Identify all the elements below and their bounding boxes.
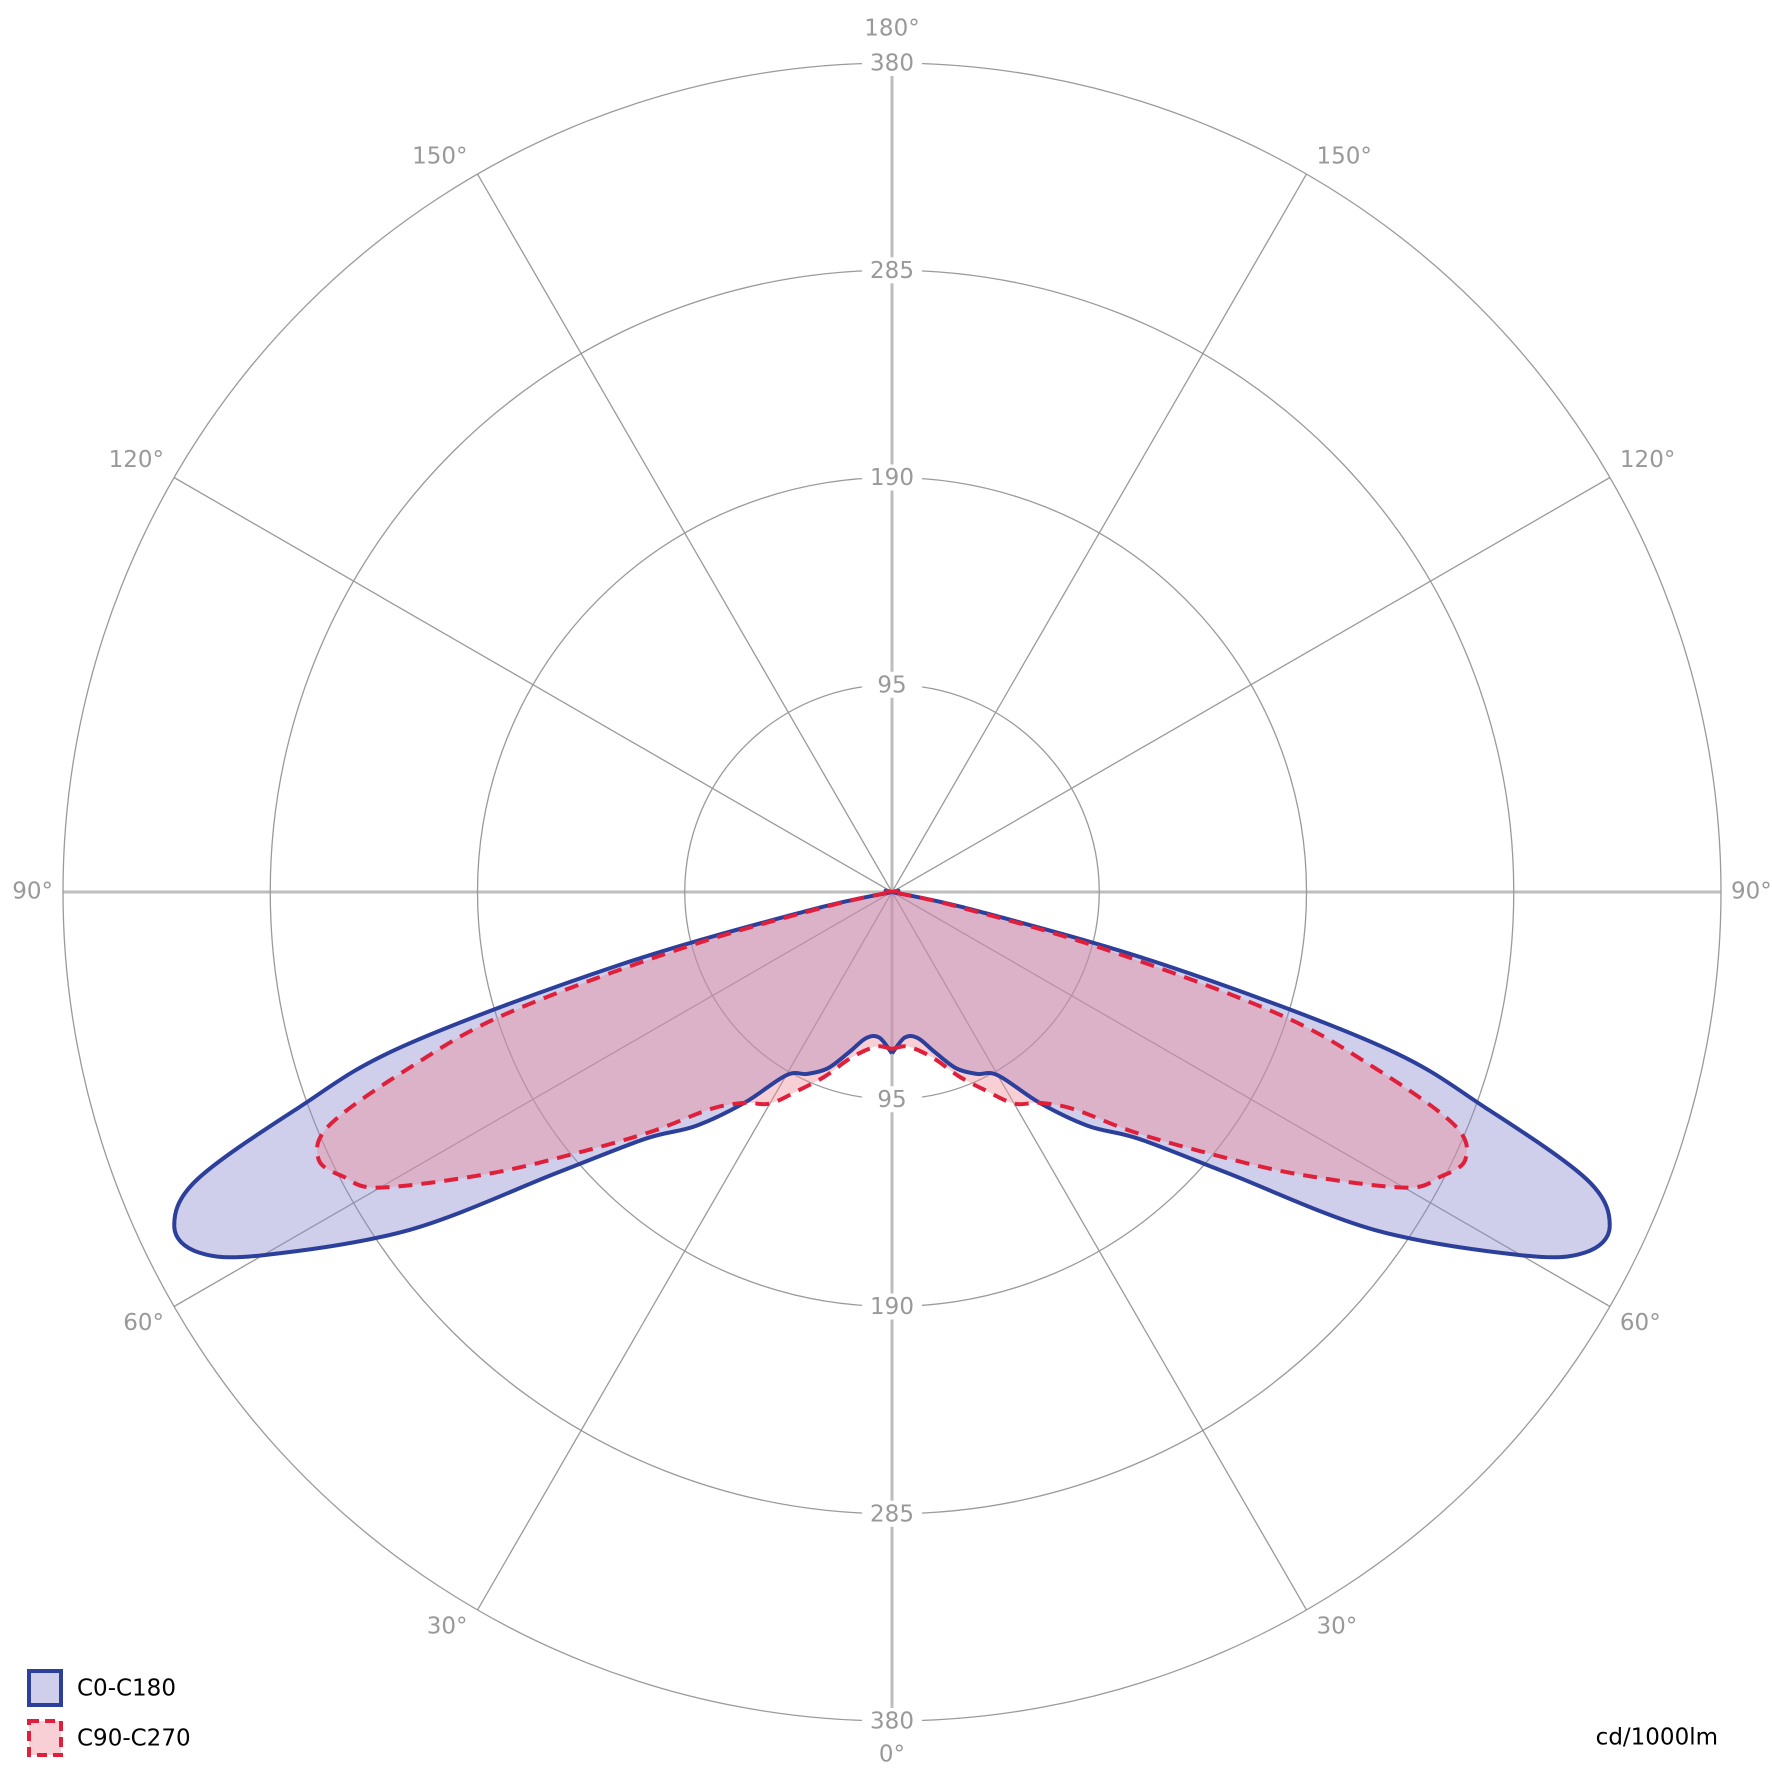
series-area (885, 890, 1610, 1258)
legend-swatch (27, 1669, 63, 1707)
series-area (887, 890, 1467, 1188)
angle-tick-label: 150° (1317, 144, 1372, 170)
r-tick-bg (862, 1708, 922, 1734)
angle-tick-label: 0° (879, 1742, 905, 1768)
r-tick-label: 285 (870, 258, 914, 284)
series-line (315, 888, 899, 1190)
r-tick-bg (862, 1293, 922, 1320)
r-tick-label: 380 (870, 51, 914, 77)
r-tick-bg (862, 1500, 922, 1527)
r-tick-label: 285 (870, 1501, 914, 1527)
angle-tick-label: 150° (412, 144, 467, 170)
r-tick-label: 380 (870, 1709, 914, 1735)
angle-tick-label: 180° (864, 16, 919, 42)
angle-tick-label: 60° (123, 1310, 164, 1336)
r-tick-bg (862, 50, 922, 76)
angle-tick-label: 90° (12, 879, 53, 905)
angle-tick-label: 120° (1620, 447, 1675, 473)
series-lines (172, 888, 1612, 1260)
r-tick-label: 190 (870, 1294, 914, 1320)
legend-swatch (27, 1719, 63, 1757)
angle-tick-label: 30° (427, 1613, 468, 1639)
angle-tick-label: 30° (1317, 1613, 1358, 1639)
legend-label: C0-C180 (77, 1676, 176, 1702)
r-tick-label: 95 (877, 672, 906, 698)
series-area (174, 890, 899, 1258)
legend-label: C90-C270 (77, 1726, 191, 1752)
series-line (885, 888, 1469, 1190)
series-line (883, 888, 1612, 1260)
r-tick-bg (862, 464, 922, 491)
angle-tick-label: 120° (109, 447, 164, 473)
unit-label: cd/1000lm (1596, 1725, 1718, 1751)
series-line (172, 888, 901, 1260)
series-fills (174, 890, 1610, 1258)
r-tick-bg (862, 1086, 922, 1113)
angle-tick-label: 60° (1620, 1310, 1661, 1336)
angle-tick-label: 90° (1731, 879, 1772, 905)
r-tick-bg (862, 257, 922, 284)
r-tick-label: 95 (877, 1087, 906, 1113)
series-area (317, 890, 897, 1188)
r-tick-bg (862, 671, 922, 698)
grid (62, 62, 1722, 1722)
r-tick-label: 190 (870, 465, 914, 491)
